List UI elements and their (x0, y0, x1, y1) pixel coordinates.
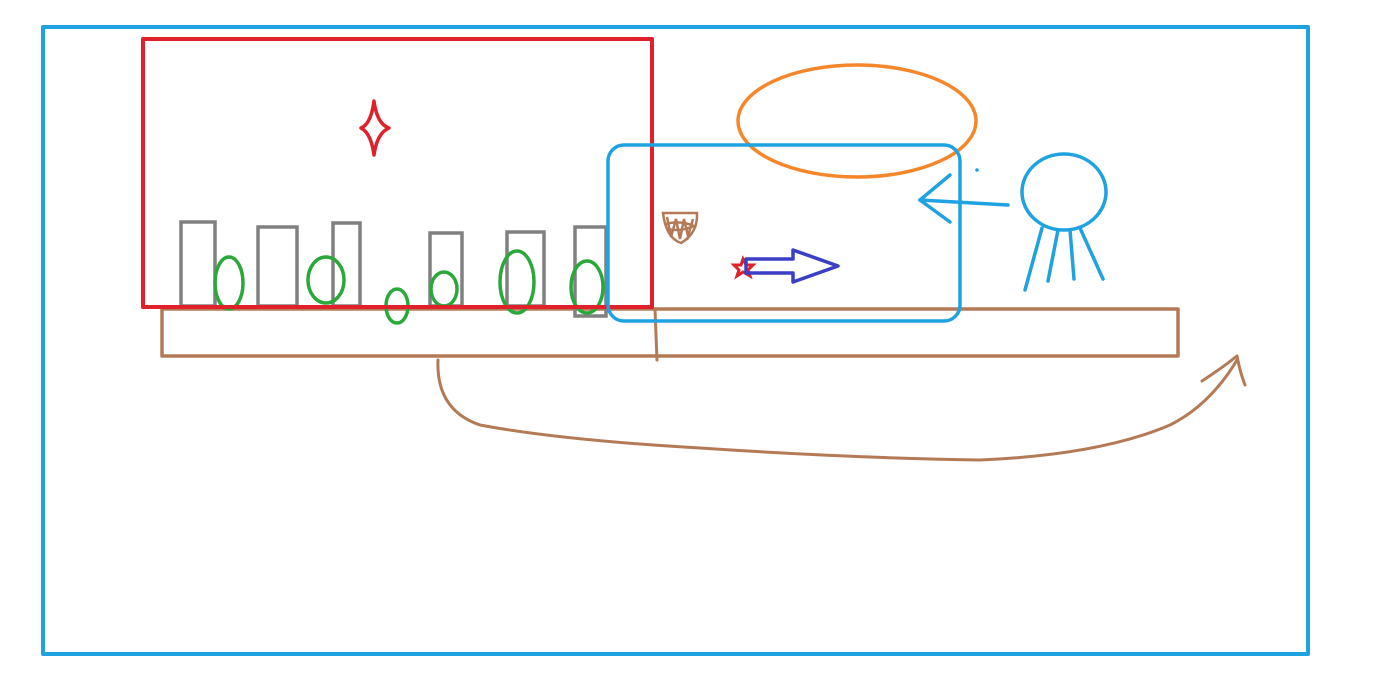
sparkle-icon (730, 255, 757, 280)
bar (256, 225, 299, 308)
stick-figure (1020, 152, 1108, 292)
bush (213, 255, 245, 311)
bars-group (179, 220, 608, 318)
bush (306, 255, 346, 305)
sun-ellipse (736, 63, 978, 179)
bush (429, 270, 459, 308)
outer-frame (41, 25, 1310, 656)
left-arrow-icon (918, 173, 1010, 224)
bush (498, 249, 536, 315)
bush (569, 259, 605, 315)
scribble-icon (661, 211, 699, 245)
right-arrow-icon (744, 248, 840, 284)
bar (179, 220, 217, 308)
red-region (141, 37, 654, 309)
curved-return-arrow (436, 354, 1247, 462)
figure-head (1020, 152, 1108, 232)
dot-mark (975, 168, 979, 172)
bar (505, 230, 546, 308)
blue-region (606, 143, 962, 323)
ground-platform (160, 307, 1180, 362)
bar (331, 221, 362, 308)
star-icon (359, 99, 391, 157)
